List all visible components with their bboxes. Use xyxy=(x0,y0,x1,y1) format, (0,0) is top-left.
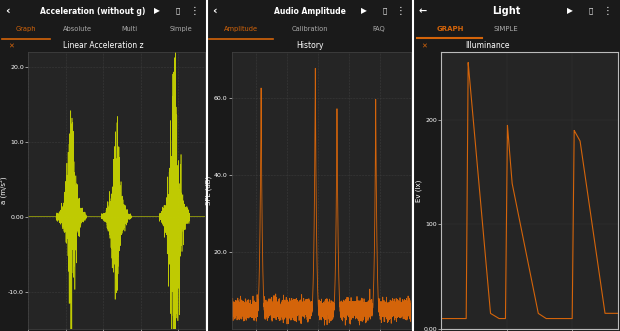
Text: Amplitude: Amplitude xyxy=(224,26,258,32)
Text: ⋮: ⋮ xyxy=(396,6,406,16)
Text: ‹: ‹ xyxy=(5,6,10,16)
Text: Graph: Graph xyxy=(16,26,36,32)
Text: Calibration: Calibration xyxy=(292,26,328,32)
Text: ✕: ✕ xyxy=(422,43,427,49)
Text: Illuminance: Illuminance xyxy=(465,41,510,51)
Text: History: History xyxy=(296,41,324,51)
Text: FAQ: FAQ xyxy=(373,26,385,32)
Text: Acceleration (without g): Acceleration (without g) xyxy=(40,7,146,16)
Y-axis label: a (m/s²): a (m/s²) xyxy=(0,177,7,204)
Text: ✕: ✕ xyxy=(8,43,14,49)
Text: 🗑: 🗑 xyxy=(383,8,386,14)
Text: Multi: Multi xyxy=(121,26,137,32)
Text: 🗑: 🗑 xyxy=(589,8,593,14)
Text: ⋮: ⋮ xyxy=(189,6,199,16)
Y-axis label: Ev (lx): Ev (lx) xyxy=(415,179,422,202)
Text: Audio Amplitude: Audio Amplitude xyxy=(274,7,346,16)
Text: Linear Acceleration z: Linear Acceleration z xyxy=(63,41,144,51)
Text: GRAPH: GRAPH xyxy=(437,26,464,32)
Text: Light: Light xyxy=(492,6,520,16)
Text: ▶: ▶ xyxy=(361,7,366,16)
Text: Simple: Simple xyxy=(169,26,192,32)
Y-axis label: SPL (dB): SPL (dB) xyxy=(206,176,213,205)
Text: Absolute: Absolute xyxy=(63,26,92,32)
Text: 🗑: 🗑 xyxy=(175,8,180,14)
Text: ▶: ▶ xyxy=(567,7,574,16)
Text: SIMPLE: SIMPLE xyxy=(494,26,519,32)
Text: ←: ← xyxy=(418,6,427,16)
Text: ‹: ‹ xyxy=(211,6,216,16)
Text: ▶: ▶ xyxy=(154,7,160,16)
Text: ⋮: ⋮ xyxy=(603,6,613,16)
